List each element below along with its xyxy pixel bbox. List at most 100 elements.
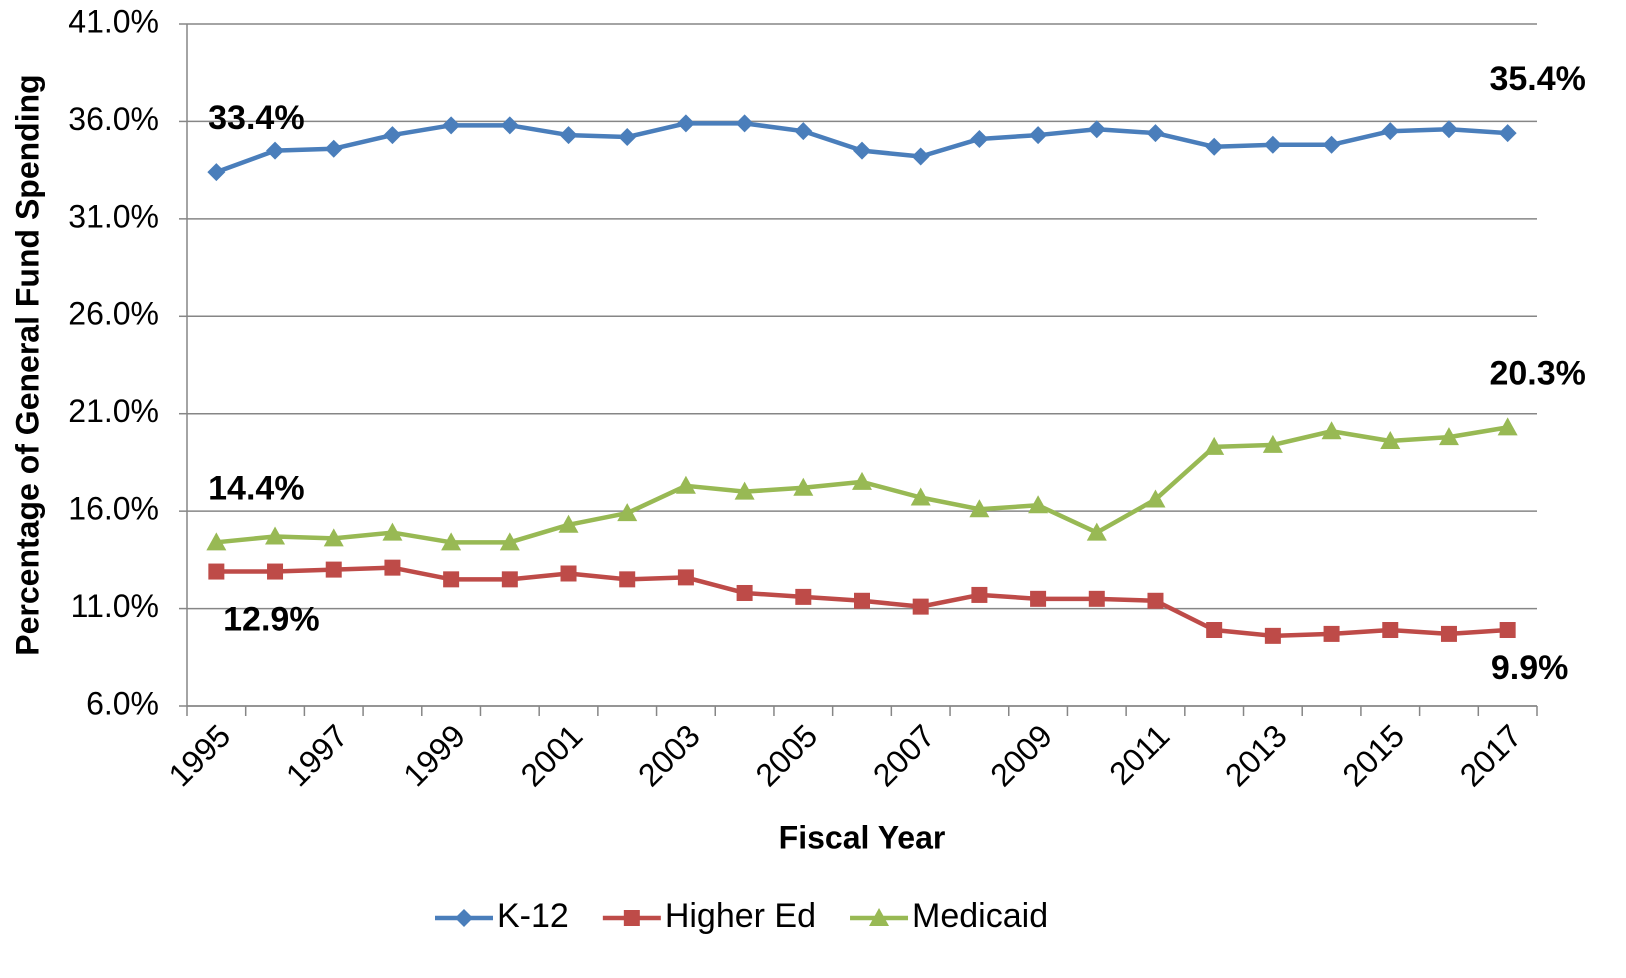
x-tick-label: 2009 bbox=[983, 717, 1059, 793]
marker bbox=[617, 503, 638, 522]
marker bbox=[1263, 135, 1282, 154]
marker bbox=[1381, 122, 1400, 141]
marker bbox=[1147, 592, 1164, 609]
marker bbox=[383, 126, 402, 145]
marker bbox=[208, 563, 225, 580]
marker bbox=[382, 522, 403, 541]
marker bbox=[619, 571, 636, 588]
marker bbox=[1145, 489, 1166, 508]
marker bbox=[1264, 627, 1281, 644]
marker bbox=[500, 116, 519, 135]
y-tick-label: 16.0% bbox=[68, 491, 159, 527]
data-label: 33.4% bbox=[208, 99, 304, 137]
legend-item: Medicaid bbox=[850, 897, 1048, 935]
marker bbox=[1439, 120, 1458, 139]
marker bbox=[910, 487, 931, 506]
marker bbox=[1380, 430, 1401, 449]
y-tick-label: 31.0% bbox=[68, 198, 159, 234]
marker bbox=[1321, 421, 1342, 440]
data-label: 9.9% bbox=[1491, 649, 1569, 687]
legend: K-12 Higher Ed Medicaid bbox=[435, 897, 1048, 935]
marker bbox=[207, 163, 226, 182]
marker bbox=[795, 588, 812, 605]
x-tick-label: 1995 bbox=[161, 717, 237, 793]
marker bbox=[912, 598, 929, 615]
marker bbox=[1262, 434, 1283, 453]
marker bbox=[623, 910, 640, 926]
marker bbox=[794, 122, 813, 141]
legend-item: K-12 bbox=[435, 897, 569, 935]
marker bbox=[675, 475, 696, 494]
marker bbox=[677, 569, 694, 586]
marker bbox=[618, 128, 637, 147]
marker bbox=[324, 139, 343, 158]
y-tick-label: 21.0% bbox=[68, 393, 159, 429]
marker bbox=[793, 477, 814, 496]
marker bbox=[560, 565, 577, 582]
marker bbox=[1204, 436, 1225, 455]
marker bbox=[969, 499, 990, 518]
marker bbox=[1030, 590, 1047, 607]
marker bbox=[1499, 622, 1516, 639]
x-axis-label: Fiscal Year bbox=[779, 819, 946, 855]
y-tick-label: 11.0% bbox=[71, 588, 159, 624]
legend-label: Medicaid bbox=[912, 897, 1048, 935]
marker bbox=[1382, 622, 1399, 639]
marker bbox=[1205, 137, 1224, 156]
marker bbox=[970, 129, 989, 148]
x-tick-label: 2005 bbox=[748, 717, 824, 793]
marker bbox=[267, 563, 284, 580]
marker bbox=[206, 532, 227, 551]
marker bbox=[1028, 495, 1049, 514]
data-label: 35.4% bbox=[1489, 60, 1585, 98]
y-axis-label: Percentage of General Fund Spending bbox=[9, 74, 45, 655]
legend-item: Higher Ed bbox=[602, 897, 816, 935]
marker bbox=[441, 532, 462, 551]
x-tick-label: 2017 bbox=[1453, 717, 1529, 793]
data-label: 12.9% bbox=[223, 601, 319, 639]
marker bbox=[1438, 427, 1459, 446]
marker bbox=[1206, 622, 1223, 639]
marker bbox=[853, 141, 871, 160]
marker bbox=[1146, 124, 1165, 143]
marker bbox=[455, 909, 473, 927]
x-tick-label: 2001 bbox=[514, 717, 590, 793]
marker bbox=[266, 141, 285, 160]
x-tick-label: 1999 bbox=[396, 717, 472, 793]
marker bbox=[1029, 126, 1048, 145]
y-tick-label: 41.0% bbox=[68, 3, 159, 39]
marker bbox=[1088, 590, 1105, 607]
marker bbox=[499, 532, 520, 551]
marker bbox=[1497, 417, 1518, 436]
marker bbox=[1087, 120, 1106, 139]
x-tick-label: 2015 bbox=[1335, 717, 1411, 793]
marker bbox=[442, 116, 461, 135]
marker bbox=[1086, 522, 1107, 541]
x-tick-label: 1997 bbox=[279, 717, 355, 793]
marker bbox=[1498, 124, 1517, 143]
marker bbox=[265, 526, 286, 545]
marker bbox=[854, 592, 870, 609]
y-tick-label: 36.0% bbox=[68, 101, 159, 137]
marker bbox=[852, 471, 872, 490]
marker bbox=[869, 908, 890, 926]
marker bbox=[325, 561, 342, 578]
marker bbox=[559, 126, 578, 145]
legend-label: Higher Ed bbox=[665, 897, 816, 935]
x-tick-label: 2013 bbox=[1218, 717, 1294, 793]
marker bbox=[1322, 135, 1341, 154]
legend-label: K-12 bbox=[497, 897, 569, 935]
marker bbox=[443, 571, 460, 588]
marker bbox=[1440, 625, 1457, 642]
marker bbox=[735, 114, 754, 133]
x-tick-label: 2011 bbox=[1102, 717, 1176, 791]
data-label: 14.4% bbox=[208, 469, 304, 507]
y-tick-label: 6.0% bbox=[86, 685, 159, 721]
marker bbox=[676, 114, 695, 133]
data-label: 20.3% bbox=[1489, 354, 1585, 392]
y-tick-label: 26.0% bbox=[68, 296, 159, 332]
marker bbox=[734, 481, 755, 500]
x-tick-label: 2007 bbox=[866, 717, 942, 793]
marker bbox=[736, 584, 753, 601]
